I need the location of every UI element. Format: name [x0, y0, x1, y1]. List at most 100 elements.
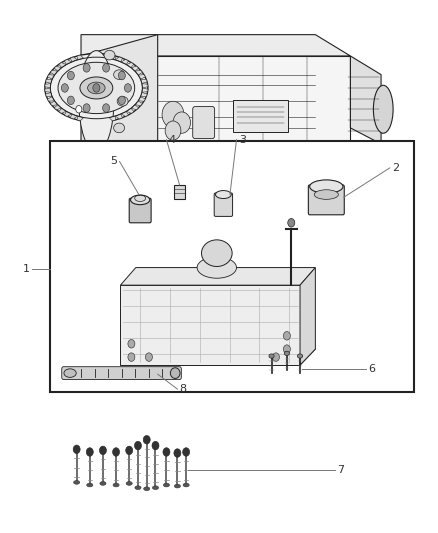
- Ellipse shape: [269, 354, 274, 358]
- Ellipse shape: [45, 53, 148, 123]
- Ellipse shape: [215, 191, 231, 199]
- Polygon shape: [64, 111, 72, 117]
- Circle shape: [83, 104, 90, 112]
- Ellipse shape: [79, 51, 114, 152]
- Circle shape: [134, 441, 141, 450]
- Circle shape: [83, 63, 90, 72]
- Circle shape: [99, 446, 106, 455]
- Ellipse shape: [310, 180, 343, 193]
- Ellipse shape: [163, 483, 170, 487]
- Ellipse shape: [87, 483, 93, 487]
- FancyBboxPatch shape: [174, 185, 185, 199]
- Polygon shape: [47, 75, 55, 79]
- Polygon shape: [120, 285, 300, 365]
- Polygon shape: [115, 114, 122, 119]
- Text: 3: 3: [239, 135, 246, 144]
- Polygon shape: [71, 57, 78, 62]
- Polygon shape: [350, 56, 381, 144]
- Circle shape: [283, 345, 290, 353]
- Ellipse shape: [113, 123, 124, 133]
- Polygon shape: [46, 79, 52, 84]
- Polygon shape: [138, 96, 145, 101]
- Text: 7: 7: [337, 465, 344, 475]
- FancyBboxPatch shape: [193, 107, 215, 139]
- Polygon shape: [81, 35, 158, 149]
- Text: 1: 1: [23, 264, 30, 274]
- Bar: [50, 141, 414, 392]
- Polygon shape: [81, 56, 350, 149]
- Circle shape: [145, 353, 152, 361]
- Polygon shape: [50, 101, 58, 106]
- Circle shape: [67, 96, 74, 104]
- Polygon shape: [121, 111, 128, 117]
- FancyBboxPatch shape: [62, 367, 181, 379]
- FancyBboxPatch shape: [214, 193, 233, 216]
- Polygon shape: [142, 84, 148, 88]
- Polygon shape: [59, 108, 67, 114]
- Circle shape: [163, 448, 170, 456]
- Circle shape: [73, 445, 80, 454]
- Ellipse shape: [126, 482, 132, 485]
- Circle shape: [93, 84, 100, 92]
- Polygon shape: [141, 92, 147, 96]
- Ellipse shape: [64, 369, 76, 377]
- Circle shape: [165, 121, 181, 140]
- Ellipse shape: [284, 351, 290, 356]
- Text: 8: 8: [180, 384, 187, 394]
- Ellipse shape: [113, 70, 124, 79]
- Circle shape: [128, 353, 135, 361]
- Polygon shape: [45, 84, 51, 88]
- Polygon shape: [45, 88, 51, 92]
- Circle shape: [173, 112, 191, 133]
- Polygon shape: [135, 101, 142, 106]
- FancyBboxPatch shape: [308, 185, 344, 215]
- Circle shape: [152, 441, 159, 450]
- Polygon shape: [141, 79, 147, 84]
- Polygon shape: [109, 116, 116, 121]
- Polygon shape: [135, 70, 142, 75]
- Polygon shape: [54, 66, 62, 71]
- Ellipse shape: [183, 483, 189, 487]
- Text: 6: 6: [368, 365, 375, 374]
- Polygon shape: [81, 35, 350, 56]
- Text: 4: 4: [169, 135, 176, 144]
- Ellipse shape: [100, 482, 106, 485]
- Circle shape: [124, 84, 131, 92]
- Circle shape: [113, 448, 120, 456]
- Ellipse shape: [197, 257, 237, 278]
- Circle shape: [283, 332, 290, 340]
- Circle shape: [143, 435, 150, 444]
- Polygon shape: [115, 57, 122, 62]
- Circle shape: [174, 449, 181, 457]
- Polygon shape: [126, 108, 134, 114]
- Circle shape: [183, 448, 190, 456]
- FancyBboxPatch shape: [233, 100, 288, 132]
- Polygon shape: [54, 105, 62, 110]
- Ellipse shape: [104, 50, 115, 60]
- Polygon shape: [47, 96, 55, 101]
- FancyBboxPatch shape: [129, 198, 151, 223]
- Ellipse shape: [174, 484, 180, 488]
- Polygon shape: [131, 66, 139, 71]
- Polygon shape: [121, 59, 128, 64]
- Polygon shape: [120, 268, 315, 285]
- Polygon shape: [50, 70, 58, 75]
- Circle shape: [118, 71, 125, 80]
- Ellipse shape: [152, 486, 159, 489]
- Circle shape: [61, 84, 68, 92]
- Polygon shape: [71, 114, 78, 119]
- Circle shape: [86, 448, 93, 456]
- Circle shape: [67, 71, 74, 80]
- Polygon shape: [126, 62, 134, 68]
- Ellipse shape: [104, 143, 115, 152]
- Ellipse shape: [131, 195, 150, 205]
- Circle shape: [128, 340, 135, 348]
- Circle shape: [102, 104, 110, 112]
- Circle shape: [162, 101, 184, 128]
- Text: 5: 5: [110, 157, 117, 166]
- Polygon shape: [77, 55, 84, 60]
- Ellipse shape: [74, 481, 80, 484]
- Circle shape: [76, 106, 82, 113]
- Circle shape: [272, 353, 279, 361]
- Polygon shape: [120, 349, 315, 365]
